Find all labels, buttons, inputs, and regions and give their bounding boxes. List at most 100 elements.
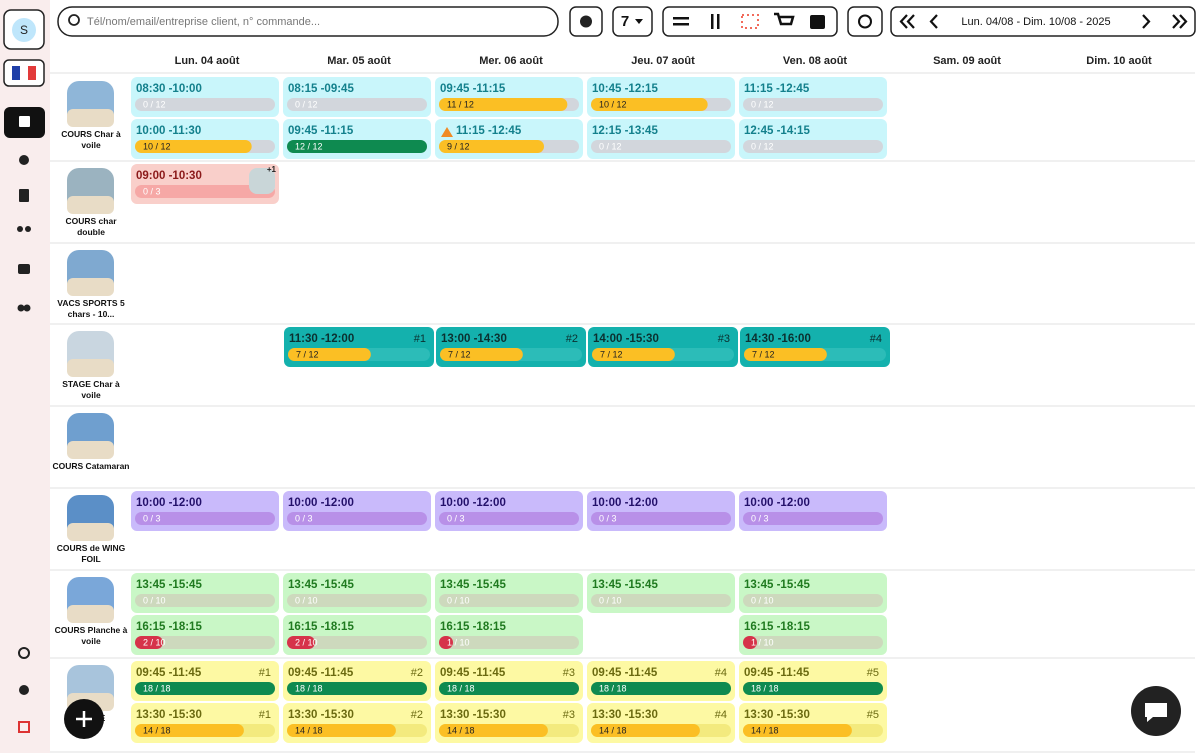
slot-number: #2 (411, 667, 423, 679)
add-icon (76, 711, 92, 727)
capacity-fill (135, 724, 244, 737)
capacity-label: 0 / 12 (751, 99, 774, 109)
extra-count: +1 (267, 165, 277, 174)
capacity-label: 11 / 12 (447, 99, 474, 109)
refresh-icon (858, 14, 872, 29)
capacity-fill (591, 98, 708, 111)
refresh-button[interactable] (847, 6, 883, 37)
slot-time: 16:15 -18:15 (744, 621, 810, 633)
capacity-track (287, 512, 427, 525)
capacity-fill (135, 636, 163, 649)
capacity-label: 18 / 18 (599, 683, 627, 693)
nav-users[interactable] (17, 226, 23, 232)
slot-time: 13:45 -15:45 (288, 579, 354, 591)
avatar (12, 18, 36, 42)
activity-label: STAGE Char à voile (62, 379, 120, 400)
nav-modules[interactable] (17, 304, 25, 312)
capacity-track (591, 512, 731, 525)
capacity-label: 18 / 18 (295, 683, 323, 693)
activity-label-box: COURS Catamaran (53, 461, 130, 471)
slot-time: 13:45 -15:45 (440, 579, 506, 591)
capacity-label: 14 / 18 (751, 725, 779, 735)
nav-money[interactable] (19, 155, 29, 165)
capacity-label: 0 / 12 (599, 141, 622, 151)
capacity-fill (743, 724, 852, 737)
capacity-fill (439, 636, 453, 649)
capacity-label: 9 / 12 (447, 141, 470, 151)
slot-time: 14:00 -15:30 (593, 333, 659, 345)
thumbnail-ground (67, 359, 114, 377)
slot-time: 13:45 -15:45 (136, 579, 202, 591)
slot-number: #1 (259, 709, 271, 721)
slot-number: #4 (715, 709, 727, 721)
capacity-label: 0 / 12 (751, 141, 774, 151)
slot-time: 14:30 -16:00 (745, 333, 811, 345)
capacity-track (287, 636, 427, 649)
icon-calendar (19, 116, 30, 127)
prev-day[interactable] (929, 14, 938, 29)
capacity-fill (743, 682, 883, 695)
slot-time: 10:00 -11:30 (136, 125, 201, 137)
view-list[interactable] (741, 14, 759, 29)
activity-label-box: COURS char double (65, 216, 117, 237)
capacity-track (135, 636, 275, 649)
nav-wallet[interactable] (18, 264, 30, 274)
search-box[interactable] (57, 6, 559, 37)
capacity-track (135, 98, 275, 111)
slot-number: #1 (414, 333, 426, 345)
nav-logout[interactable] (18, 721, 30, 733)
capacity-fill (743, 636, 757, 649)
slot-time: 09:00 -10:30 (136, 170, 202, 182)
capacity-fill (440, 348, 523, 361)
date-navigator (890, 6, 1196, 37)
capacity-fill (439, 724, 548, 737)
activity-label: COURS char double (65, 216, 117, 237)
next-week[interactable] (1172, 14, 1188, 29)
prev-week[interactable] (899, 14, 915, 29)
settings-icon (580, 15, 592, 28)
days-selector[interactable] (612, 6, 653, 37)
days-count: 7 (621, 13, 629, 30)
activity-label-box: VACS SPORTS 5 chars - 10... (57, 298, 124, 319)
activity-label-box: COURS Char à voile (61, 129, 121, 150)
slot-time: 09:45 -11:45 (592, 667, 658, 679)
capacity-fill (287, 140, 427, 153)
capacity-label: 7 / 12 (600, 349, 623, 359)
slot-time: 13:30 -15:30 (288, 709, 354, 721)
nav-support[interactable] (18, 647, 30, 659)
day-header: Mer. 06 août (479, 55, 543, 67)
capacity-label: 2 / 10 (143, 637, 166, 647)
slot-number: #2 (566, 333, 578, 345)
view-cart[interactable] (774, 12, 795, 26)
view-columns[interactable] (711, 14, 714, 29)
nav-contacts[interactable] (19, 189, 29, 202)
nav-settings[interactable] (19, 685, 29, 695)
capacity-fill (591, 682, 731, 695)
date-range: Lun. 04/08 - Dim. 10/08 - 2025 (961, 16, 1110, 28)
capacity-label: 1 / 10 (751, 637, 774, 647)
capacity-label: 7 / 12 (752, 349, 775, 359)
activity-label: COURS Char à voile (61, 129, 121, 150)
view-register[interactable] (810, 15, 825, 29)
slot-time: 16:15 -18:15 (440, 621, 506, 633)
view-rows[interactable] (673, 17, 689, 20)
capacity-fill (287, 682, 427, 695)
slot-number: #3 (563, 709, 575, 721)
thumbnail-ground (67, 441, 114, 459)
next-day[interactable] (1142, 14, 1151, 29)
search-icon (68, 14, 80, 26)
slot-time: 10:45 -12:15 (592, 83, 658, 95)
capacity-label: 12 / 12 (295, 141, 323, 151)
day-header: Dim. 10 août (1086, 55, 1152, 67)
capacity-label: 18 / 18 (447, 683, 475, 693)
slot-number: #3 (718, 333, 730, 345)
planning-grid: Lun. 04 août Mar. 05 août Mer. 06 août Jeu.… (50, 55, 1195, 753)
capacity-fill (439, 140, 544, 153)
capacity-track (439, 512, 579, 525)
slot-time: 10:00 -12:00 (440, 497, 506, 509)
day-header: Mar. 05 août (327, 55, 391, 67)
capacity-fill (287, 724, 396, 737)
activity-label-box: COURS Planche à voile (55, 625, 128, 646)
capacity-label: 18 / 18 (143, 683, 171, 693)
